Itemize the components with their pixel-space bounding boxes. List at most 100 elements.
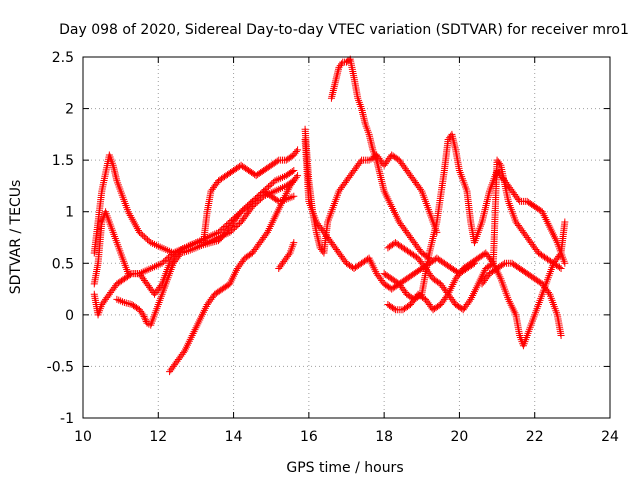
data-point [144,236,152,244]
data-point [236,209,244,217]
data-point [140,233,148,241]
series-trace-6 [275,239,298,272]
data-point [231,224,239,232]
data-point [218,225,226,233]
data-point [292,148,300,156]
data-point [266,181,274,189]
data-point [256,190,264,198]
chart-title: Day 098 of 2020, Sidereal Day-to-day VTE… [59,22,629,38]
data-point [285,251,293,259]
data-point [561,259,569,267]
x-tick-label: 16 [300,429,318,445]
y-tick-label: 0.5 [52,256,74,272]
data-series [90,55,569,376]
data-point [265,183,273,191]
y-tick-label: 0 [65,308,74,324]
y-tick-label: 2 [65,102,74,118]
x-tick-label: 24 [601,429,619,445]
axis-ticks [82,56,611,419]
data-point [292,173,300,181]
data-point [253,193,261,201]
data-point [514,196,522,204]
data-point [179,349,187,357]
data-point [165,253,173,261]
data-point [139,311,147,319]
data-point [234,221,242,229]
series-trace-4 [113,187,298,329]
data-point [557,264,565,272]
data-point [273,157,281,165]
series-trace-9 [301,136,478,293]
data-point [244,202,252,210]
data-point [240,205,248,213]
data-point [417,185,425,193]
x-tick-label: 14 [225,429,243,445]
data-point [126,271,134,279]
data-point [245,200,253,208]
x-tick-label: 22 [526,429,544,445]
x-tick-label: 10 [74,429,92,445]
series-trace-13 [478,259,565,339]
y-tick-labels: -1 -0.5 0 0.5 1 1.5 2 2.5 [47,50,74,427]
data-point [161,256,169,264]
x-tick-label: 18 [375,429,393,445]
data-point [557,331,565,339]
data-point [141,314,149,322]
x-axis-label: GPS time / hours [286,460,403,476]
data-point [242,203,250,211]
y-tick-label: -0.5 [47,359,74,375]
y-tick-label: -1 [60,411,74,427]
data-point [237,208,245,216]
series-trace-8 [327,55,433,262]
data-point [337,60,345,68]
data-point [247,199,255,207]
data-point [137,230,145,238]
data-point [499,260,507,268]
data-point [248,197,256,205]
x-tick-label: 20 [451,429,469,445]
data-point [250,196,258,204]
data-point [262,230,270,238]
data-point [545,289,553,297]
data-point [219,224,227,232]
data-point [221,222,229,230]
data-point [561,218,569,226]
data-point [141,316,149,324]
data-point [465,297,473,305]
data-point [268,180,276,188]
data-point [140,313,148,321]
data-point [255,192,263,200]
data-point [294,172,302,180]
data-point [235,220,243,228]
plot-frame [82,56,611,419]
data-point [135,228,143,236]
data-point [556,251,564,259]
grid-lines [83,57,610,418]
data-point [252,194,260,202]
y-tick-label: 1.5 [52,153,74,169]
data-point [290,239,298,247]
data-point [239,206,247,214]
data-point [356,158,364,166]
data-point [488,258,496,266]
y-tick-label: 1 [65,205,74,221]
data-point [288,167,296,175]
data-point [232,222,240,230]
data-point [294,146,302,154]
data-point [139,231,147,239]
data-point [443,292,451,300]
data-point [496,160,504,168]
data-point [556,263,564,271]
y-tick-label: 2.5 [52,50,74,66]
data-point [163,255,171,263]
data-point [158,259,166,267]
data-point [390,305,398,313]
x-tick-labels: 10 12 14 16 18 20 22 24 [74,429,619,445]
series-trace-5 [166,172,302,376]
data-point [142,234,150,242]
x-tick-label: 12 [149,429,167,445]
data-point [160,258,168,266]
data-point [290,192,298,200]
data-point [290,166,298,174]
